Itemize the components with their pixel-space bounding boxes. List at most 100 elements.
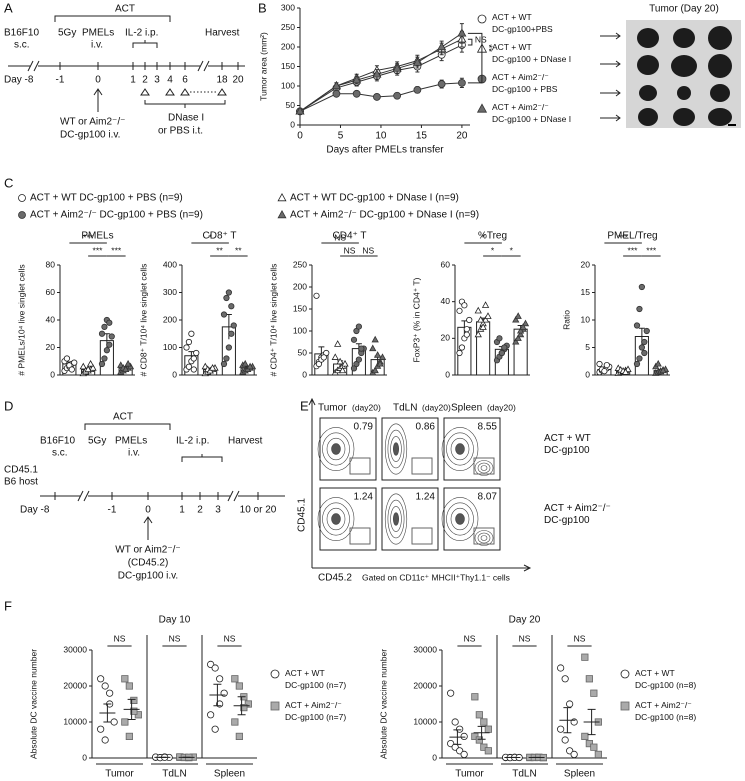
y-tick-label: 60 <box>441 259 451 269</box>
point <box>458 78 466 87</box>
point <box>350 336 358 343</box>
point <box>392 63 402 72</box>
x-tick-label: TdLN <box>512 769 536 780</box>
point <box>561 736 569 744</box>
point <box>228 303 235 310</box>
contour <box>477 462 491 474</box>
contour <box>331 443 341 455</box>
y-axis-label: Ratio <box>561 310 571 330</box>
y-axis-label: FoxP3⁺ (% in CD4⁺ T) <box>411 277 421 362</box>
point <box>211 725 219 733</box>
error-bar <box>563 707 572 734</box>
tumor-photo: Tumor (Day 20) <box>600 4 741 128</box>
point <box>106 319 113 326</box>
text: (CD45.2) <box>128 558 169 569</box>
sig-label: * <box>491 245 495 255</box>
point <box>471 693 479 701</box>
x-tick-label: 5 <box>338 131 344 142</box>
gate <box>411 527 433 545</box>
y-tick-label: 50 <box>298 347 308 357</box>
y-tick-label: 0 <box>432 752 437 762</box>
point <box>474 306 482 314</box>
y-tick-label: 150 <box>293 303 307 313</box>
point <box>633 360 641 368</box>
panel-letter: F <box>4 598 12 613</box>
text: 3 <box>215 505 221 516</box>
text: 4 <box>167 75 173 86</box>
gate <box>349 527 371 545</box>
point <box>369 344 377 352</box>
point <box>641 349 648 357</box>
series-line <box>299 82 462 112</box>
point <box>79 362 87 370</box>
point <box>594 750 602 759</box>
break <box>77 490 240 502</box>
point <box>106 341 113 348</box>
point <box>498 349 505 357</box>
point <box>355 356 362 363</box>
flow-plot <box>319 417 377 481</box>
point <box>244 700 252 708</box>
legend-label: ACT + Aim2⁻/⁻ DC-gp100 (n=8) <box>635 700 696 722</box>
contour <box>450 437 470 461</box>
bracket <box>467 38 473 46</box>
point <box>121 675 129 683</box>
y-tick-label: 300 <box>163 287 177 297</box>
gate-col-note: (day20) <box>422 402 451 412</box>
point <box>477 315 485 323</box>
x-tick-label: Spleen <box>214 769 245 780</box>
sig-label: NS <box>519 633 531 643</box>
x-tick-label: 15 <box>416 131 428 142</box>
sig-label: * <box>481 232 485 242</box>
text: 20 <box>232 75 244 86</box>
y-tick-label: 60 <box>46 287 56 297</box>
point <box>620 669 630 679</box>
contour <box>455 443 465 455</box>
sig-label: *** <box>111 245 122 255</box>
point <box>185 363 193 370</box>
x-tick-label: Spleen <box>564 769 595 780</box>
point <box>461 302 468 309</box>
point <box>456 349 463 357</box>
point <box>277 209 287 219</box>
sig-label: ** <box>216 245 223 255</box>
legend-label: ACT + WT DC-gp100 + DNase I <box>492 42 571 64</box>
point <box>585 675 593 683</box>
point <box>460 732 468 741</box>
contour <box>384 493 408 545</box>
legend-label: ACT + Aim2⁻/⁻ DC-gp100 + PBS <box>492 72 558 94</box>
point <box>412 57 422 66</box>
point <box>331 353 339 360</box>
point <box>89 364 97 371</box>
sig-label: ** <box>235 245 242 255</box>
point <box>336 357 344 365</box>
point <box>208 364 217 371</box>
contour <box>480 465 488 471</box>
y-tick-label: 10 <box>581 314 591 324</box>
x-axis-label: CD45.2 <box>318 573 352 584</box>
contour <box>317 427 355 471</box>
y-tick-label: 15 <box>581 287 591 297</box>
gate <box>349 457 371 475</box>
text: -1 <box>108 505 117 516</box>
act-label: ACT <box>113 412 133 423</box>
y-axis-label: CD45.1 <box>297 498 308 532</box>
point <box>638 344 645 351</box>
point <box>475 711 483 719</box>
text: s.c. <box>52 448 68 459</box>
chart-title: CD4⁺ T <box>333 231 367 242</box>
panel-letter: C <box>4 175 13 190</box>
gate-col: Spleen <box>451 403 482 414</box>
text: Day -8 <box>4 75 34 86</box>
point <box>241 359 249 367</box>
gate-col-note: (day20) <box>352 402 381 412</box>
y-tick-label: 200 <box>163 314 177 324</box>
contour <box>326 437 346 461</box>
error-bar <box>453 729 462 745</box>
point <box>108 333 115 340</box>
contour <box>474 460 494 476</box>
legend-label: ACT + WT DC-gp100 + DNase I (n=9) <box>290 193 459 204</box>
point <box>557 664 565 672</box>
chart-title: Day 20 <box>509 615 541 626</box>
point <box>338 366 347 374</box>
